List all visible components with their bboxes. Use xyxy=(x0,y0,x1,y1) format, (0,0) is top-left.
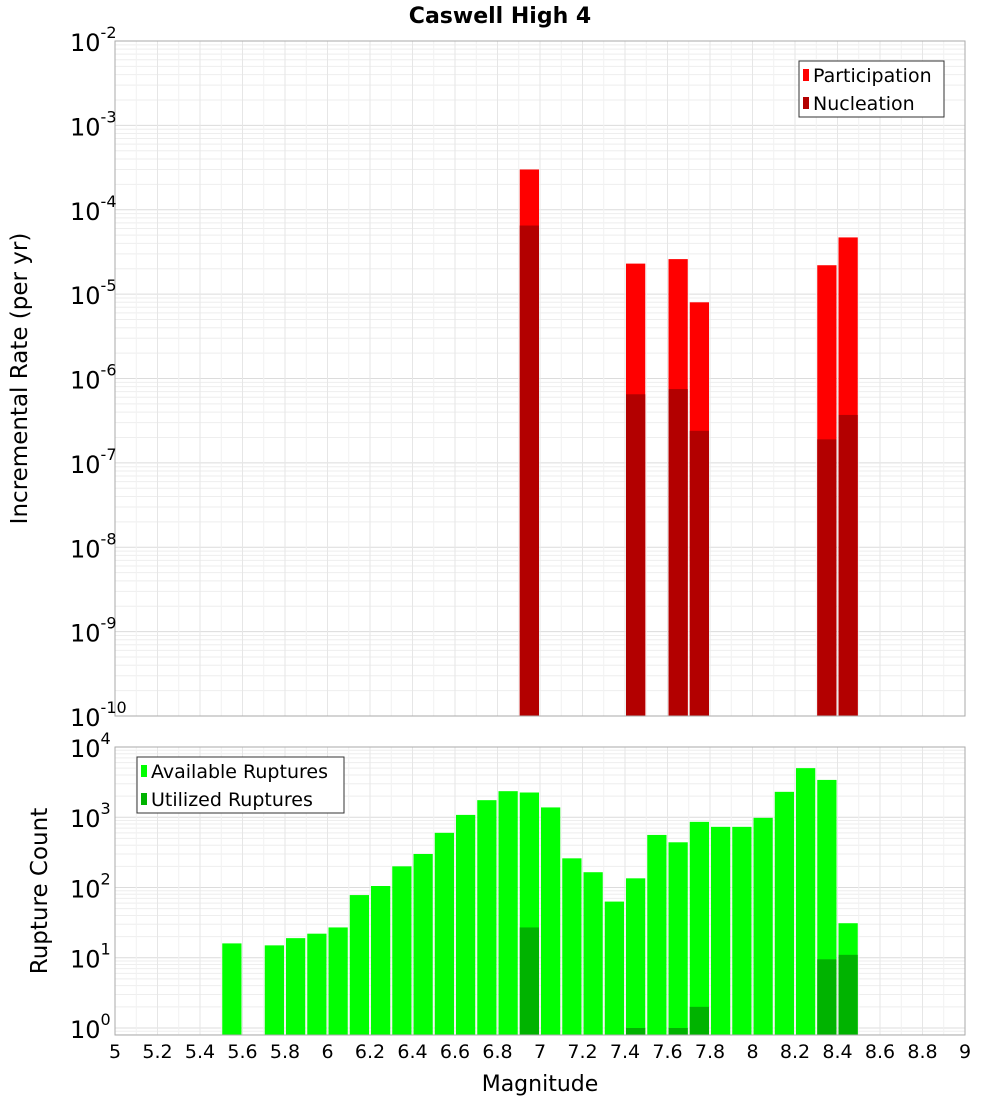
y-tick-label: 100 xyxy=(70,1010,111,1044)
y-tick-label: 10-3 xyxy=(70,107,117,141)
legend-swatch xyxy=(141,765,147,777)
x-tick-label: 6.4 xyxy=(397,1041,427,1063)
y-tick-label: 10-6 xyxy=(70,361,117,395)
rate-panel: 10-10 10-9 10-8 10-7 10-6 10-5 10-4 10-3 10-2 Inc… xyxy=(7,23,966,732)
bar-available-ruptures xyxy=(456,814,476,1035)
y-axis-label: Rupture Count xyxy=(27,808,53,974)
x-tick-label: 5.8 xyxy=(270,1041,300,1063)
legend-swatch xyxy=(803,69,809,81)
bar-available-ruptures xyxy=(392,866,412,1035)
plot-frame xyxy=(114,40,966,717)
bar-nucleation xyxy=(626,394,646,716)
x-tick-label: 8 xyxy=(746,1041,758,1063)
bar-utilized-ruptures xyxy=(689,1006,709,1035)
x-tick-label: 5 xyxy=(109,1041,121,1063)
x-tick-label: 8.2 xyxy=(780,1041,810,1063)
bar-available-ruptures xyxy=(413,853,433,1035)
bar-utilized-ruptures xyxy=(626,1027,646,1035)
y-tick-label: 101 xyxy=(70,940,111,974)
bar-available-ruptures xyxy=(753,817,773,1035)
x-tick-label: 6.6 xyxy=(440,1041,470,1063)
bar-available-ruptures xyxy=(774,791,794,1035)
bar-available-ruptures xyxy=(647,834,667,1035)
bar-available-ruptures xyxy=(222,943,242,1035)
y-axis-label: Incremental Rate (per yr) xyxy=(7,233,33,525)
x-tick-label: 6.2 xyxy=(355,1041,385,1063)
legend-label: Utilized Ruptures xyxy=(151,789,313,811)
x-axis: 5 5.2 5.4 5.6 5.8 6 6.2 6.4 6.6 6.8 7 7.2 7.4 7.6 7.8 8… xyxy=(109,1041,971,1063)
x-tick-label: 8.4 xyxy=(822,1041,852,1063)
y-tick-label: 104 xyxy=(70,729,111,763)
y-tick-label: 10-5 xyxy=(70,276,117,310)
bar-utilized-ruptures xyxy=(519,927,539,1035)
bar-available-ruptures xyxy=(477,800,497,1035)
bar-available-ruptures xyxy=(371,885,391,1035)
legend-box xyxy=(136,756,345,814)
bar-utilized-ruptures xyxy=(668,1027,688,1035)
legend-label: Available Ruptures xyxy=(151,761,328,783)
y-tick-label: 10-2 xyxy=(70,23,117,57)
x-tick-label: 7 xyxy=(534,1041,546,1063)
x-tick-label: 5.4 xyxy=(185,1041,215,1063)
x-tick-label: 6.8 xyxy=(482,1041,512,1063)
x-tick-label: 7.2 xyxy=(567,1041,597,1063)
x-tick-label: 8.6 xyxy=(865,1041,895,1063)
bar-available-ruptures xyxy=(307,933,327,1035)
y-tick-label: 10-4 xyxy=(70,192,117,226)
y-tick-label: 10-8 xyxy=(70,529,117,563)
bar-available-ruptures xyxy=(626,878,646,1035)
bar-nucleation xyxy=(519,225,539,716)
bar-available-ruptures xyxy=(264,945,284,1035)
bar-available-ruptures xyxy=(689,821,709,1035)
bar-available-ruptures xyxy=(668,842,688,1035)
x-tick-label: 6 xyxy=(321,1041,333,1063)
legend-swatch xyxy=(141,793,147,805)
plot-frame xyxy=(114,746,966,1036)
y-tick-label: 102 xyxy=(70,869,111,903)
bar-nucleation xyxy=(689,430,709,716)
chart-title: Caswell High 4 xyxy=(409,4,591,29)
x-axis-label: Magnitude xyxy=(482,1072,599,1097)
bar-available-ruptures xyxy=(604,901,624,1035)
x-tick-label: 5.6 xyxy=(227,1041,257,1063)
x-tick-label: 7.8 xyxy=(695,1041,725,1063)
bar-available-ruptures xyxy=(711,826,731,1035)
legend-label: Nucleation xyxy=(813,93,915,115)
bar-available-ruptures xyxy=(732,826,752,1035)
y-tick-label: 10-7 xyxy=(70,445,117,479)
bar-available-ruptures xyxy=(349,895,369,1035)
y-tick-label: 10-9 xyxy=(70,614,117,648)
legend-label: Participation xyxy=(813,65,932,87)
bar-available-ruptures xyxy=(562,858,582,1035)
legend: Available Ruptures Utilized Ruptures xyxy=(136,756,345,814)
bar-available-ruptures xyxy=(498,791,518,1035)
y-tick-label: 103 xyxy=(70,799,111,833)
x-tick-label: 9 xyxy=(959,1041,971,1063)
x-tick-label: 7.6 xyxy=(652,1041,682,1063)
bar-available-ruptures xyxy=(434,832,454,1035)
bar-available-ruptures xyxy=(286,938,306,1035)
bar-nucleation xyxy=(817,439,837,716)
bar-nucleation xyxy=(668,389,688,716)
x-tick-label: 7.4 xyxy=(610,1041,640,1063)
bar-nucleation xyxy=(838,414,858,716)
bar-available-ruptures xyxy=(541,807,561,1035)
y-tick-label: 10-10 xyxy=(70,698,127,732)
legend-box xyxy=(798,60,945,118)
x-tick-label: 5.2 xyxy=(142,1041,172,1063)
legend-swatch xyxy=(803,97,809,109)
rupture-count-panel: 100 101 102 103 104 Rupture Count Available Ru… xyxy=(27,729,966,1044)
bar-utilized-ruptures xyxy=(838,954,858,1035)
legend: Participation Nucleation xyxy=(798,60,945,118)
bar-available-ruptures xyxy=(328,927,348,1035)
bar-utilized-ruptures xyxy=(817,959,837,1035)
bar-available-ruptures xyxy=(796,768,816,1035)
bar-available-ruptures xyxy=(583,872,603,1035)
x-tick-label: 8.8 xyxy=(907,1041,937,1063)
